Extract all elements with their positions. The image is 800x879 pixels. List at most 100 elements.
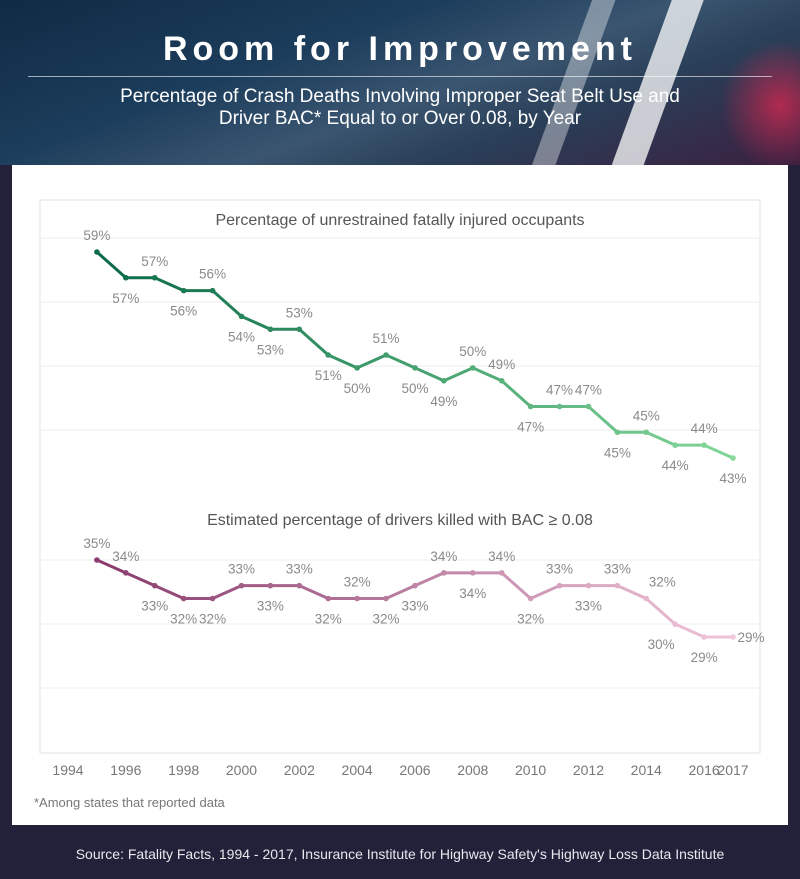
data-point [209,287,216,294]
x-tick-label: 2012 [573,762,604,778]
data-label: 33% [401,599,428,614]
data-label: 45% [633,408,660,423]
data-label: 49% [430,394,457,409]
data-point [614,582,621,589]
data-label: 33% [286,562,313,577]
page-subtitle: Percentage of Crash Deaths Involving Imp… [60,86,740,130]
data-point [325,595,332,602]
subtitle-line-2: Driver BAC* Equal to or Over 0.08, by Ye… [218,108,582,129]
data-label: 56% [170,304,197,319]
data-label: 34% [488,549,515,564]
data-label: 53% [257,342,284,357]
series-line-segment [384,584,417,600]
data-point [238,313,245,320]
data-point [354,595,360,602]
data-label: 32% [517,612,544,627]
series-line-segment [442,366,475,383]
data-point [383,595,389,602]
data-point [267,582,274,589]
data-point [672,621,678,627]
series-1-title: Percentage of unrestrained fatally injur… [215,212,584,229]
series-2-title: Estimated percentage of drivers killed w… [207,512,593,529]
data-point [469,365,476,371]
x-tick-label: 2016 [689,762,720,778]
data-label: 32% [170,612,197,627]
series-line-segment [297,327,330,357]
data-point [585,403,592,410]
data-label: 34% [430,549,457,564]
data-point [94,557,100,563]
x-axis: 1994 1996 1998 2000 2002 2004 2006 2008 2010 2012… [52,762,748,778]
data-label: 57% [112,291,139,306]
series-line-segment [500,379,533,408]
data-point [267,326,274,333]
series-green: 59%57%57%56%56%54%53%53%51%50%51%50%49%5… [83,228,746,486]
data-label: 33% [141,599,168,614]
data-label: 32% [649,575,676,590]
series-line-segment [326,353,359,370]
data-point [614,429,621,436]
series-line-segment [586,405,619,434]
x-tick-label: 2004 [342,762,373,778]
data-label: 33% [228,562,255,577]
series-line-segment [239,314,272,331]
series-line-segment [211,289,243,318]
x-tick-label: 2010 [515,762,546,778]
data-label: 32% [344,575,371,590]
x-tick-label: 2002 [284,762,315,778]
data-label: 44% [691,421,718,436]
data-label: 50% [459,344,486,359]
tail-light-glow [720,40,800,165]
data-label: 29% [691,650,718,665]
x-tick-label: 1996 [110,762,141,778]
series-line-segment [529,584,562,600]
data-label: 29% [737,630,764,645]
series-line-segment [413,571,446,588]
data-label: 43% [719,471,746,486]
data-point [123,274,129,281]
x-tick-label: 2017 [717,762,748,778]
data-point [123,570,129,576]
title-divider [28,76,772,77]
series-line-segment [413,366,446,383]
data-label: 51% [315,368,342,383]
data-point [354,365,360,371]
footnote: *Among states that reported data [34,795,225,810]
series-line-segment [673,622,706,639]
series-line-segment [211,584,243,600]
data-point [209,595,216,602]
x-tick-label: 1994 [52,762,83,778]
data-label: 47% [517,420,544,435]
data-point [730,634,736,640]
series-line-segment [153,276,186,293]
subtitle-line-1: Percentage of Crash Deaths Involving Imp… [120,86,680,107]
data-point [527,403,534,410]
data-point [238,582,245,589]
series-line-segment [471,366,504,383]
data-label: 50% [344,381,371,396]
series-line-segment [644,597,677,626]
plot-frame [39,199,761,754]
data-label: 47% [546,383,573,398]
gridlines [40,237,760,689]
series-line-segment [500,571,533,600]
data-label: 32% [315,612,342,627]
data-point [180,595,187,602]
series-line-segment [384,353,417,370]
data-point [151,274,158,281]
data-point [527,595,534,602]
data-label: 44% [662,458,689,473]
data-label: 51% [373,331,400,346]
header-banner: Room for Improvement Percentage of Crash… [0,0,800,165]
data-point [701,634,707,640]
series-line-segment [153,584,186,600]
data-label: 34% [459,586,486,601]
page-title: Room for Improvement [162,30,638,68]
data-point [151,582,158,589]
data-point [441,377,447,384]
data-label: 32% [199,612,226,627]
series-pink: 35%34%33%32% 32%33%33%33%32%32%32%33%34%3… [83,536,764,665]
data-point [556,582,563,589]
data-point [441,570,447,576]
